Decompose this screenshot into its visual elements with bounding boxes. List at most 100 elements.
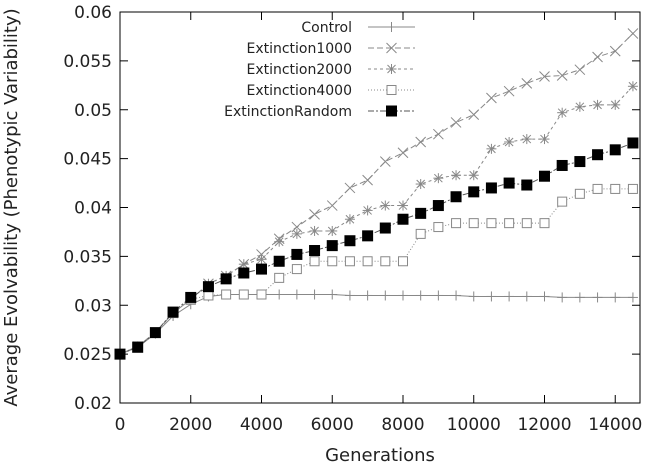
data-point [503,177,515,189]
data-point [451,170,462,181]
legend-label: Extinction1000 [246,41,352,57]
data-point [521,78,533,89]
data-point [609,45,621,57]
data-point [468,186,480,198]
data-point [468,291,479,302]
data-point [397,213,409,225]
y-tick-label: 0.045 [63,150,112,170]
data-point [504,218,515,229]
data-point [574,64,586,76]
series-line [119,85,634,355]
data-point [610,292,621,303]
data-point [344,235,356,247]
data-point [433,173,444,184]
data-point [255,263,267,275]
data-point [592,99,603,110]
data-point [274,289,285,300]
y-tick-label: 0.03 [74,296,112,316]
legend-entry: Extinction4000 [246,83,415,99]
data-point [326,240,338,252]
series-layer [114,28,639,360]
data-point [433,222,444,233]
data-point [380,200,391,211]
axis-ticks [119,11,640,404]
series-line [119,33,634,355]
x-tick-label: 6000 [311,415,354,435]
data-point [504,291,515,302]
data-point [450,117,462,128]
legend-label: ExtinctionRandom [224,104,352,120]
data-point [486,291,497,302]
data-point [627,137,639,149]
data-point [167,306,179,318]
data-point [362,205,373,216]
data-point [344,182,356,194]
data-point [291,248,303,260]
data-point [557,196,568,207]
data-point [291,228,302,239]
data-point [397,290,408,301]
data-point [114,348,126,360]
data-point [592,149,604,161]
data-point [627,183,638,194]
data-point [485,182,497,194]
series-line [119,188,633,355]
series-extinction1000 [114,28,639,360]
data-point [309,225,320,236]
data-point [379,156,391,167]
data-point [627,81,638,92]
legend-entry: ExtinctionRandom [224,104,415,120]
data-point [609,144,621,156]
data-point [380,256,391,267]
data-point [202,281,214,293]
x-tick-label: 10000 [447,415,501,435]
legend-entry: Control [301,20,415,36]
x-tick-label: 14000 [588,415,642,435]
y-tick-label: 0.035 [63,247,112,267]
data-point [610,183,621,194]
data-point [556,159,568,171]
data-point [433,290,444,301]
data-point [185,291,197,303]
data-point [627,28,639,39]
data-point [556,70,568,81]
legend-marker [386,22,397,32]
data-point [327,256,338,267]
data-point [432,200,444,212]
data-point [415,136,427,148]
data-point [610,99,621,110]
data-point [309,289,320,300]
data-point [220,273,232,285]
series-extinction2000 [115,81,638,360]
data-point [415,228,426,239]
data-point [468,218,479,229]
data-point [397,256,408,267]
y-tick-label: 0.055 [63,52,112,72]
x-axis-label: Generations [325,445,435,465]
data-point [238,289,249,300]
data-point [592,183,603,194]
data-point [256,254,267,265]
legend-entry: Extinction1000 [246,41,415,57]
y-tick-label: 0.05 [74,101,112,121]
data-point [521,291,532,302]
legend-entry: Extinction2000 [246,62,415,78]
data-point [521,134,532,145]
data-point [468,170,479,181]
data-point [450,191,462,203]
data-point [274,236,285,247]
data-point [433,128,444,140]
data-point [486,92,497,104]
data-point [309,256,320,267]
data-point [486,218,497,229]
data-point [415,179,426,190]
data-point [539,218,550,229]
legend-label: Extinction2000 [246,62,352,78]
x-tick-label: 2000 [169,415,212,435]
data-point [574,101,585,112]
data-point [557,292,568,303]
data-point [451,218,462,229]
data-point [362,174,373,186]
data-point [238,267,250,279]
data-point [291,264,302,275]
